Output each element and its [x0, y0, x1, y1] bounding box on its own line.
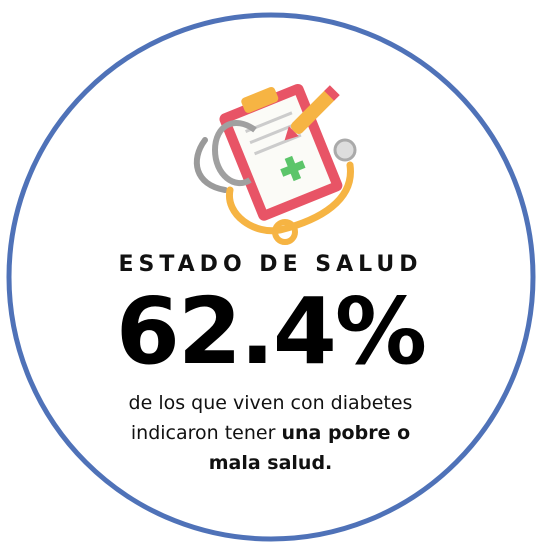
- description: de los que viven con diabetes indicaron …: [0, 388, 541, 478]
- frame-circle: [6, 12, 536, 542]
- stat-value: 62.4%: [115, 278, 427, 385]
- description-line: indicaron tener: [130, 422, 282, 444]
- description-line: de los que viven con diabetes: [128, 392, 413, 414]
- description-bold: una pobre o: [281, 422, 411, 444]
- title: ESTADO DE SALUD: [118, 252, 423, 277]
- description-bold: mala salud.: [208, 452, 333, 474]
- clipboard-icon: [193, 83, 357, 245]
